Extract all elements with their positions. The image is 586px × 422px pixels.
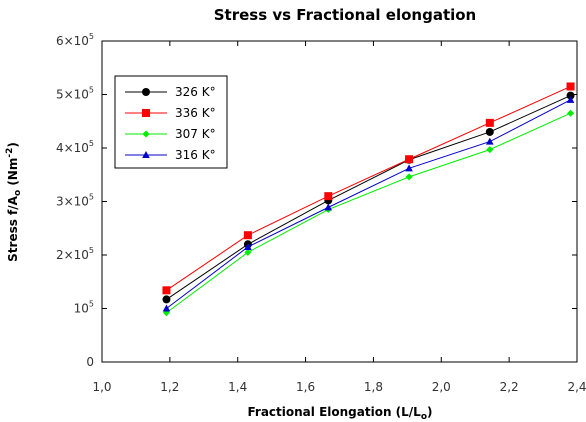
data-point — [405, 164, 413, 172]
y-tick-label: 4×105 — [56, 139, 94, 155]
data-point — [486, 137, 494, 145]
y-tick-label: 5×105 — [56, 86, 94, 102]
y-tick-label: 105 — [74, 300, 94, 316]
data-point — [162, 295, 171, 304]
chart-title: Stress vs Fractional elongation — [214, 6, 477, 24]
data-point — [162, 286, 171, 295]
data-point — [405, 155, 414, 164]
y-tick-label: 0 — [86, 355, 94, 369]
data-point — [142, 130, 150, 138]
legend-item: 316 K° — [125, 148, 216, 162]
data-point — [142, 109, 150, 117]
y-tick-label: 6×105 — [56, 32, 94, 48]
series-line — [166, 86, 571, 291]
data-point — [486, 146, 494, 154]
series-line — [166, 99, 571, 309]
data-point — [566, 91, 575, 100]
x-tick-label: 1,4 — [228, 380, 247, 394]
data-point — [142, 151, 150, 158]
x-tick-label: 1,6 — [296, 380, 315, 394]
data-point — [567, 109, 575, 117]
series-line — [166, 95, 571, 300]
series-336k — [162, 82, 575, 295]
x-tick-label: 2,4 — [567, 380, 586, 394]
data-point — [324, 203, 333, 211]
x-tick-label: 2,2 — [500, 380, 519, 394]
data-point — [485, 127, 494, 136]
legend-item: 326 K° — [125, 85, 216, 99]
legend: 326 K° 336 K° 307 K° 316 K° — [114, 75, 228, 169]
data-point — [405, 173, 413, 181]
data-point — [485, 118, 494, 127]
legend-label: 336 K° — [175, 106, 216, 120]
legend-item: 336 K° — [125, 106, 216, 120]
x-tick-label: 1,0 — [92, 380, 111, 394]
y-tick-label: 2×105 — [56, 246, 94, 262]
data-point — [243, 231, 252, 240]
data-point — [244, 242, 252, 250]
axes: 1,0 1,2 1,4 1,6 1,8 2,0 2,2 2,4 0 105 2×105 3×105 4×… — [56, 32, 586, 394]
y-axis-label: Stress f/Ao (Nm-2) — [5, 142, 23, 262]
series-layer — [162, 82, 575, 317]
data-point — [244, 248, 252, 256]
legend-label: 316 K° — [175, 148, 216, 162]
legend-label: 307 K° — [175, 127, 216, 141]
data-point — [142, 88, 150, 96]
legend-item: 307 K° — [125, 127, 216, 141]
data-point — [566, 82, 575, 91]
data-point — [162, 304, 171, 312]
series-316k — [162, 95, 575, 312]
data-point — [324, 192, 333, 201]
x-tick-label: 1,2 — [160, 380, 179, 394]
legend-box — [114, 75, 228, 169]
x-tick-label: 2,0 — [432, 380, 451, 394]
data-point — [566, 95, 575, 103]
y-tick-label: 3×105 — [56, 193, 94, 209]
x-axis-label: Fractional Elongation (L/Lo) — [247, 405, 432, 422]
x-tick-label: 1,8 — [364, 380, 383, 394]
legend-label: 326 K° — [175, 85, 216, 99]
series-line — [166, 112, 571, 314]
